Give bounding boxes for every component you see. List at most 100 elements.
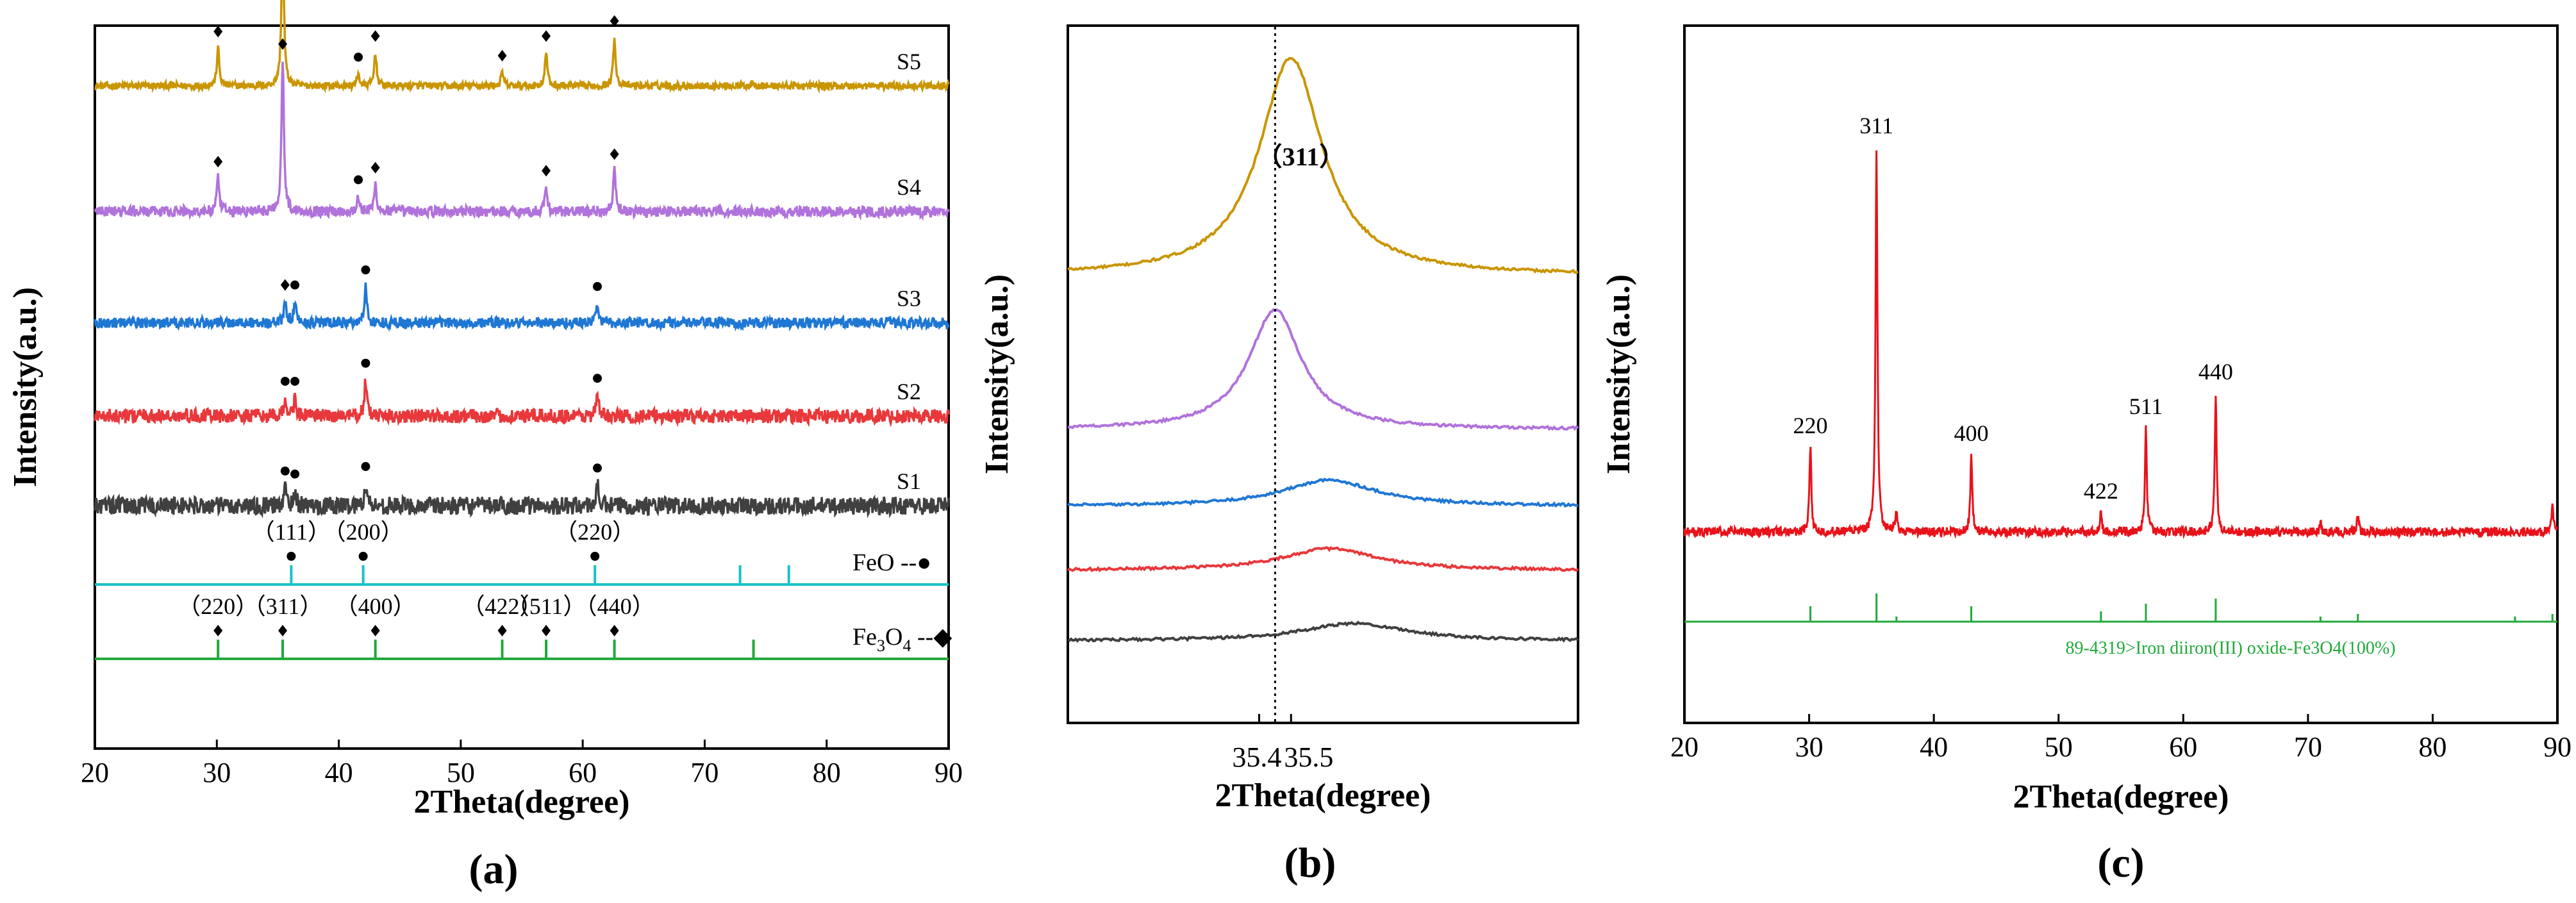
feo-marker (592, 374, 602, 383)
panel-c-x-tick-label: 80 (2418, 731, 2447, 763)
panel-c-series-sample (1683, 150, 2558, 540)
fe3o4-marker (213, 625, 223, 636)
panel-c-series (1683, 150, 2558, 540)
feo-marker (354, 175, 363, 185)
panel-b: （311） 35.4 35.5 2Theta(degree) Intensity… (979, 24, 1579, 886)
panel-a-xlabel: 2Theta(degree) (414, 784, 630, 820)
feo-marker (280, 466, 290, 476)
panel-b-series-S1 (1067, 620, 1579, 643)
fe3o4-marker (610, 148, 619, 160)
panel-a-series-S2 (94, 378, 950, 428)
panel-b-label: (b) (1284, 840, 1336, 886)
panel-a-series-S5 (94, 0, 950, 94)
panel-c-reference-pattern (1684, 593, 2557, 623)
panel-a-series-label: S4 (897, 174, 921, 200)
fe3o4-marker (370, 30, 380, 42)
panel-c-reference-label: 89-4319>Iron diiron(III) oxide-Fe3O4(100… (2066, 638, 2396, 658)
feo-marker (354, 53, 363, 62)
panel-c-x-tick-label: 40 (1920, 731, 1948, 763)
fe3o4-marker (542, 30, 551, 42)
panel-b-peak-annotation: （311） (1256, 142, 1345, 171)
fe3o4-marker (278, 625, 288, 636)
panel-c-peak-label: 511 (2129, 394, 2163, 419)
panel-a-x-tick-label: 30 (203, 757, 231, 788)
panel-a-x-tick-label: 60 (569, 757, 597, 788)
fe3o4-marker (497, 625, 507, 636)
panel-c-x-tick-label: 70 (2294, 731, 2322, 763)
feo-marker (287, 552, 296, 561)
fe3o4-marker (542, 165, 551, 177)
feo-marker (358, 552, 368, 561)
panel-c: 20 30 40 50 60 70 80 90 220 311 400 422 511 440 89-4… (1600, 24, 2572, 886)
panel-c-ylabel: Intensity(a.u.) (1600, 274, 1637, 474)
fe3o4-marker (213, 26, 223, 38)
panel-a-series-S3 (94, 282, 950, 333)
panel-c-x-tick-label: 50 (2045, 731, 2073, 763)
panel-a-x-tick-label: 90 (935, 757, 963, 788)
panel-a-ref-legend: FeO --● (852, 549, 931, 576)
feo-marker (592, 463, 602, 473)
panel-a-label: (a) (469, 846, 519, 893)
panel-c-x-tick-label: 20 (1670, 731, 1699, 763)
fe3o4-marker (370, 625, 380, 636)
panel-a-x-tick-label: 70 (690, 757, 719, 788)
panel-c-frame (1683, 24, 2559, 724)
panel-c-xlabel: 2Theta(degree) (2013, 779, 2229, 815)
panel-c-peak-labels: 220 311 400 422 511 440 (1793, 113, 2233, 504)
panel-a-series-label: S3 (897, 286, 921, 311)
panel-b-ylabel: Intensity(a.u.) (979, 274, 1015, 474)
panel-a-ref-hkl-label: （200） (323, 519, 404, 545)
panel-a-ref-hkl-label: （400） (335, 593, 416, 619)
feo-marker (280, 376, 290, 386)
panel-a-ref-hkl-label: （511） (506, 593, 586, 619)
panel-b-series-S4 (1067, 308, 1579, 431)
panel-b-tick-label: 35.5 (1284, 741, 1333, 773)
panel-b-frame (1067, 24, 1579, 724)
panel-a-ref-hkl-label: （311） (243, 593, 323, 619)
panel-c-peak-label: 311 (1859, 113, 1893, 138)
panel-b-series (1067, 56, 1579, 723)
panel-a-series-label: S1 (897, 468, 921, 494)
fe3o4-marker (542, 625, 551, 636)
panel-a-peak-markers (213, 15, 619, 479)
panel-a-x-tick-label: 20 (81, 757, 109, 788)
panel-a-ref-legend: Fe3O4 --◆ (852, 624, 952, 655)
panel-a-x-tick-label: 50 (447, 757, 475, 788)
feo-marker (361, 358, 370, 368)
feo-marker (290, 376, 300, 386)
feo-marker (361, 461, 370, 471)
panel-a-series: S5 S4 S3 S2 S1 (94, 0, 950, 518)
panel-a-reference-patterns: （111）（200） （220）FeO --●（220）（311） （400） （42… (95, 519, 952, 660)
panel-c-x-tick-label: 60 (2169, 731, 2197, 763)
panel-b-tick-label: 35.4 (1232, 741, 1281, 773)
panel-a-ref-hkl-label: （220） (554, 519, 635, 545)
panel-a-series-S1 (94, 479, 950, 518)
panel-a-x-ticks: 20 30 40 50 60 70 80 90 (81, 740, 963, 788)
panel-c-x-tick-label: 90 (2543, 731, 2572, 763)
panel-a-series-label: S5 (897, 49, 921, 74)
panel-a-series-label: S2 (897, 379, 921, 404)
panel-a: 20 30 40 50 60 70 80 90 （111）（200） （220） FeO --● （… (7, 0, 963, 893)
fe3o4-marker (278, 38, 288, 50)
fe3o4-marker (370, 162, 380, 174)
panel-a-ref-hkl-label: （220） (178, 593, 258, 619)
fe3o4-marker (280, 279, 290, 291)
feo-marker (361, 265, 370, 275)
panel-a-series-S4 (94, 62, 950, 222)
panel-a-frame (94, 24, 950, 750)
fe3o4-marker (610, 15, 619, 27)
panel-b-series-S5 (1067, 56, 1579, 274)
panel-b-xlabel: 2Theta(degree) (1215, 777, 1431, 814)
panel-b-series-S3 (1067, 477, 1579, 508)
panel-c-x-ticks: 20 30 40 50 60 70 80 90 (1670, 714, 2572, 763)
panel-c-peak-label: 400 (1954, 420, 1989, 446)
panel-c-peak-label: 440 (2198, 359, 2233, 385)
feo-marker (592, 282, 602, 292)
panel-a-ref-hkl-label: （440） (574, 593, 655, 619)
fe3o4-marker (497, 49, 507, 62)
panel-a-ref-hkl-label: （111） (252, 519, 331, 545)
panel-c-peak-label: 422 (2084, 478, 2118, 504)
fe3o4-marker (610, 625, 619, 636)
feo-marker (290, 469, 300, 479)
